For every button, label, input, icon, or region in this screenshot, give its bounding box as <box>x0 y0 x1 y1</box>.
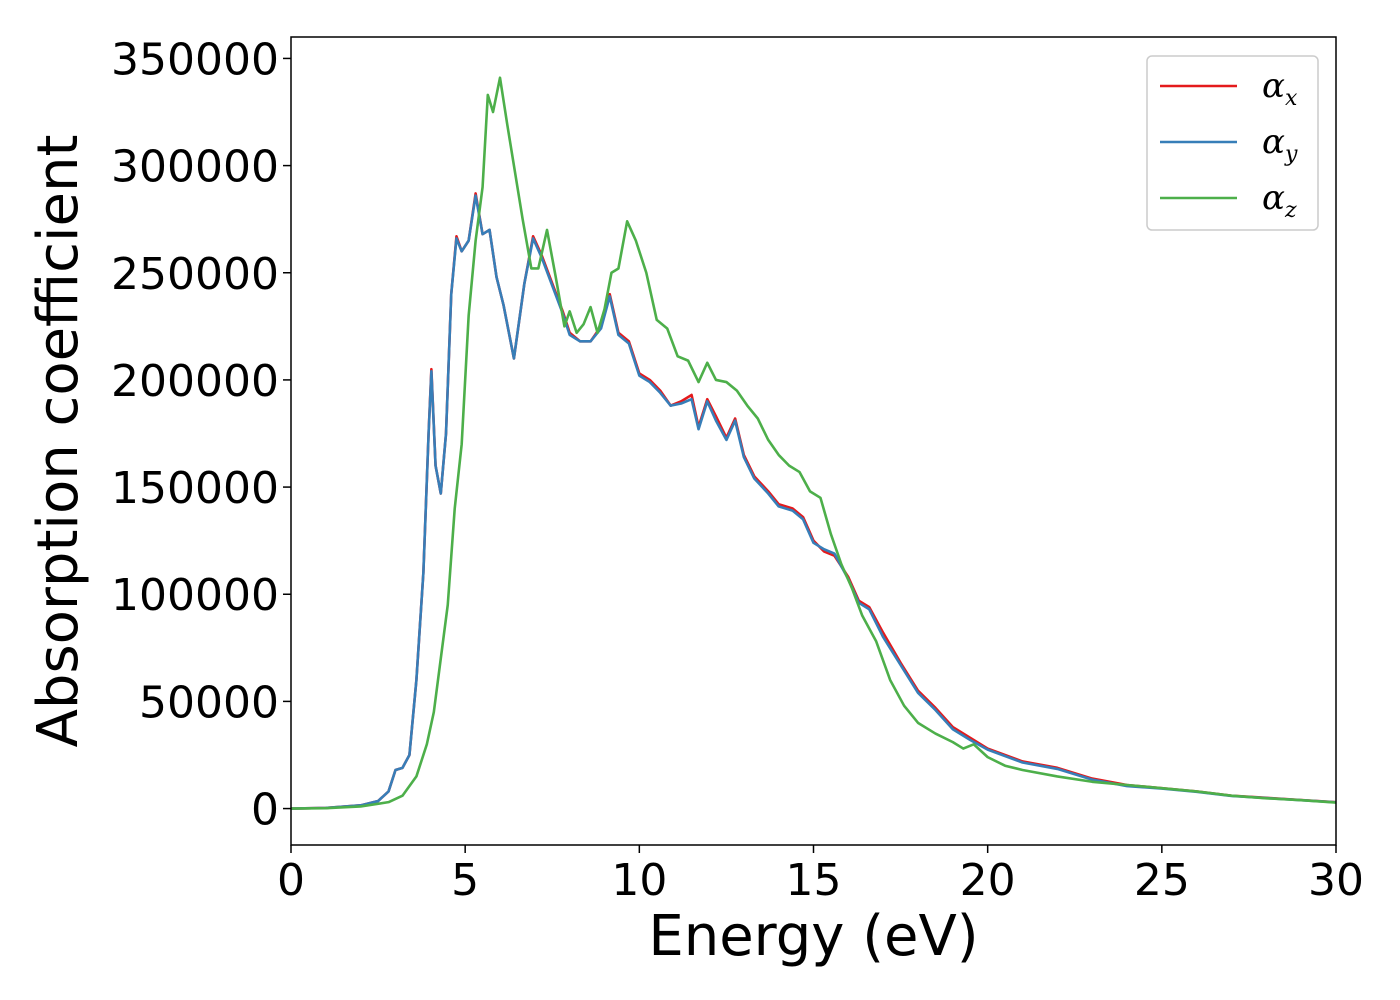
series-line-z <box>291 76 1336 810</box>
legend-label-sub: z <box>1284 198 1297 223</box>
legend-label-base: α <box>1262 122 1285 162</box>
y-tick-label: 150000 <box>111 463 279 514</box>
legend-label-sub: x <box>1285 86 1298 111</box>
x-tick-label: 25 <box>1134 855 1190 906</box>
series-line-y <box>291 194 1336 810</box>
x-tick-label: 20 <box>960 855 1016 906</box>
y-tick-label: 300000 <box>111 142 279 193</box>
series-line-x <box>291 192 1336 810</box>
legend-label-x: αx <box>1262 66 1298 111</box>
x-tick-label: 0 <box>277 855 305 906</box>
legend-label-y: αy <box>1262 122 1298 167</box>
y-tick-label: 250000 <box>111 249 279 300</box>
x-tick-label: 10 <box>611 855 667 906</box>
y-axis-label: Absorption coefficient <box>26 135 91 748</box>
legend-label-base: α <box>1262 178 1285 218</box>
ticks-layer: 0 5 10 15 20 25 30 0 50000 100000 150000 200000 2500… <box>111 34 1364 906</box>
legend-label-sub: y <box>1284 142 1298 167</box>
y-tick-label: 0 <box>251 785 279 836</box>
y-tick-label: 350000 <box>111 34 279 85</box>
x-tick-label: 15 <box>786 855 842 906</box>
y-tick-label: 100000 <box>111 570 279 621</box>
y-tick-label: 50000 <box>139 677 279 728</box>
x-tick-label: 5 <box>451 855 479 906</box>
legend-label-base: α <box>1262 66 1285 106</box>
legend-label-z: αz <box>1262 178 1297 223</box>
series-layer <box>291 76 1336 810</box>
x-tick-label: 30 <box>1308 855 1364 906</box>
y-tick-label: 200000 <box>111 356 279 407</box>
x-axis-label: Energy (eV) <box>648 904 978 969</box>
